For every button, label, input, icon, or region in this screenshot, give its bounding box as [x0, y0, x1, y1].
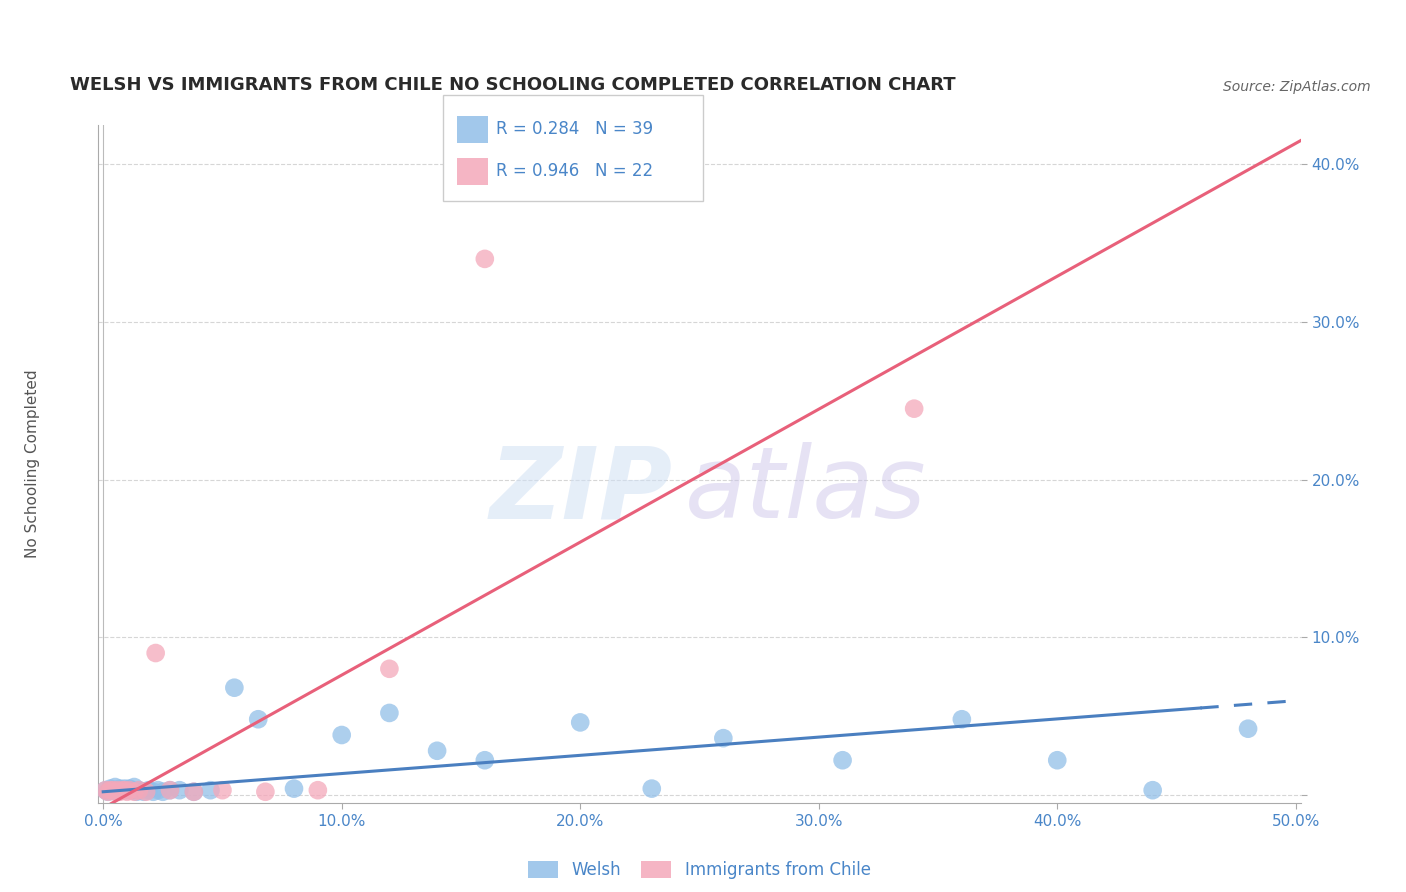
Point	[118, 783, 141, 797]
Text: ZIP: ZIP	[491, 442, 673, 540]
Point	[159, 783, 181, 797]
Legend: Welsh, Immigrants from Chile: Welsh, Immigrants from Chile	[522, 855, 877, 886]
Point	[1142, 783, 1164, 797]
Point	[114, 781, 136, 796]
Point	[122, 785, 145, 799]
Point	[128, 783, 150, 797]
Y-axis label: No Schooling Completed: No Schooling Completed	[25, 369, 41, 558]
Point	[378, 706, 401, 720]
Text: WELSH VS IMMIGRANTS FROM CHILE NO SCHOOLING COMPLETED CORRELATION CHART: WELSH VS IMMIGRANTS FROM CHILE NO SCHOOL…	[70, 76, 956, 94]
Point	[115, 783, 138, 797]
Point	[94, 783, 117, 797]
Point	[132, 785, 155, 799]
Point	[128, 783, 150, 797]
Point	[831, 753, 853, 767]
Point	[950, 712, 973, 726]
Point	[122, 780, 145, 794]
Point	[146, 783, 169, 797]
Point	[903, 401, 925, 416]
Point	[1237, 722, 1260, 736]
Point	[104, 785, 127, 799]
Point	[200, 783, 222, 797]
Point	[135, 785, 157, 799]
Point	[98, 781, 121, 796]
Point	[569, 715, 592, 730]
Point	[107, 783, 129, 797]
Text: Source: ZipAtlas.com: Source: ZipAtlas.com	[1223, 79, 1371, 94]
Point	[254, 785, 277, 799]
Point	[121, 783, 143, 797]
Point	[101, 783, 124, 797]
Text: R = 0.946   N = 22: R = 0.946 N = 22	[496, 162, 654, 180]
Point	[98, 783, 121, 797]
Point	[108, 785, 131, 799]
Point	[159, 783, 181, 797]
Point	[145, 646, 167, 660]
Point	[138, 783, 160, 797]
Text: atlas: atlas	[685, 442, 927, 540]
Point	[118, 781, 141, 796]
Point	[94, 783, 117, 797]
Point	[426, 744, 449, 758]
Point	[211, 783, 233, 797]
Point	[474, 252, 496, 266]
Point	[114, 783, 136, 797]
Point	[142, 785, 165, 799]
Point	[224, 681, 246, 695]
Point	[169, 783, 191, 797]
Point	[97, 785, 120, 799]
Text: R = 0.284   N = 39: R = 0.284 N = 39	[496, 120, 654, 138]
Point	[97, 785, 120, 799]
Point	[330, 728, 353, 742]
Point	[107, 785, 129, 799]
Point	[474, 753, 496, 767]
Point	[283, 781, 305, 796]
Point	[247, 712, 270, 726]
Point	[104, 780, 127, 794]
Point	[101, 783, 124, 797]
Point	[152, 785, 174, 799]
Point	[711, 731, 734, 746]
Point	[1046, 753, 1069, 767]
Point	[183, 785, 205, 799]
Point	[183, 785, 205, 799]
Point	[125, 785, 148, 799]
Point	[115, 785, 138, 799]
Point	[111, 783, 134, 797]
Point	[111, 783, 134, 797]
Point	[378, 662, 401, 676]
Point	[108, 781, 131, 796]
Point	[641, 781, 664, 796]
Point	[307, 783, 329, 797]
